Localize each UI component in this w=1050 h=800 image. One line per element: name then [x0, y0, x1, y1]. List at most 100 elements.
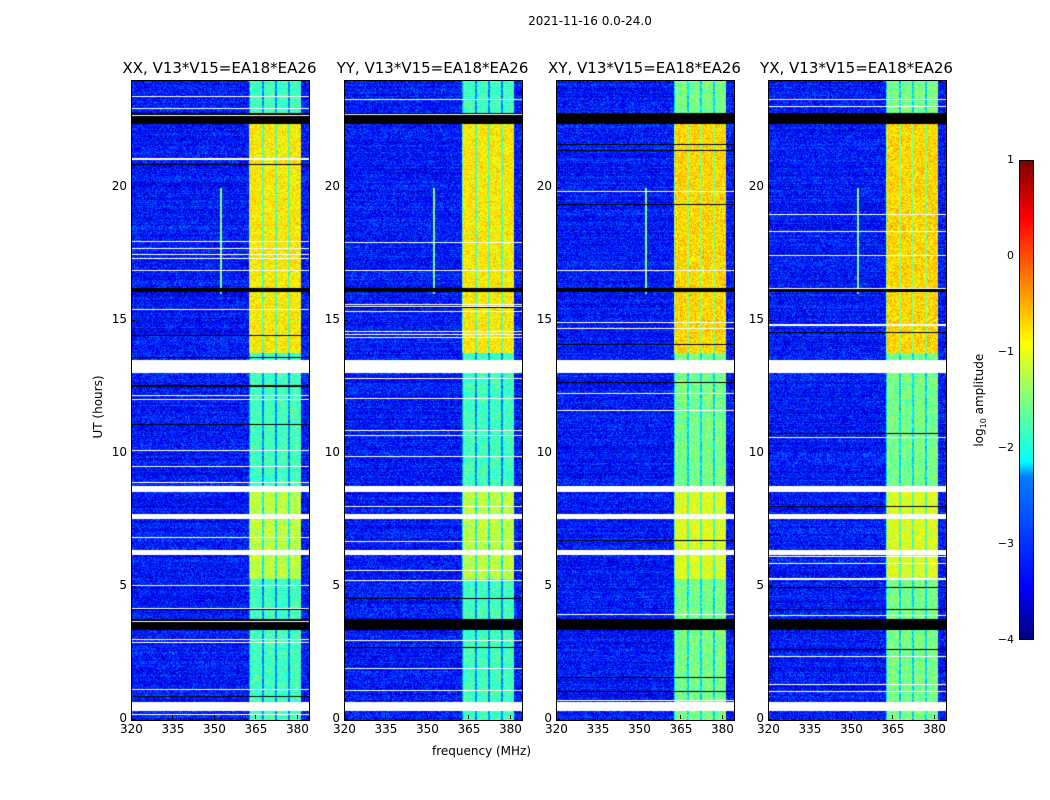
- heatmap-panel-xx: [131, 80, 310, 721]
- x-tick-label: 335: [374, 722, 398, 736]
- x-tick-label: 320: [545, 722, 568, 736]
- y-tick-label: 5: [119, 577, 127, 592]
- colorbar-tick-label: −4: [997, 633, 1014, 646]
- heatmap-panel-xy: [556, 80, 735, 721]
- y-tick-mark: [768, 452, 772, 454]
- colorbar-tick-label: 1: [1007, 153, 1014, 166]
- x-tick-label: 335: [586, 722, 610, 736]
- y-tick-mark: [768, 719, 772, 720]
- y-tick-label: 15: [324, 311, 340, 326]
- x-tick-label: 380: [285, 722, 309, 736]
- x-tick-mark: [131, 715, 132, 719]
- y-tick-mark: [131, 585, 135, 587]
- x-tick-mark: [213, 715, 215, 719]
- y-tick-label: 10: [324, 444, 340, 459]
- y-tick-label: 10: [748, 444, 764, 459]
- colorbar-tick-label: 0: [1007, 249, 1014, 262]
- y-tick-label: 15: [748, 311, 764, 326]
- x-tick-mark: [344, 715, 345, 719]
- y-tick-mark: [131, 319, 135, 321]
- x-tick-label: 380: [498, 722, 522, 736]
- x-tick-label: 380: [710, 722, 734, 736]
- y-tick-label: 0: [544, 711, 552, 725]
- colorbar-label-main: log: [971, 428, 986, 447]
- x-tick-mark: [892, 715, 894, 719]
- panel-title: YX, V13*V15=EA18*EA26: [760, 59, 953, 77]
- x-tick-mark: [172, 715, 174, 719]
- panel-title: XX, V13*V15=EA18*EA26: [122, 59, 317, 77]
- x-tick-label: 350: [202, 722, 226, 736]
- y-tick-mark: [131, 719, 135, 720]
- x-tick-label: 350: [415, 722, 439, 736]
- x-tick-mark: [597, 715, 599, 719]
- y-tick-label: 20: [536, 178, 552, 193]
- y-tick-label: 15: [111, 311, 127, 326]
- y-tick-mark: [768, 585, 772, 587]
- x-tick-mark: [468, 715, 470, 719]
- panel-title: YY, V13*V15=EA18*EA26: [336, 59, 529, 77]
- heatmap-panel-yy: [344, 80, 523, 721]
- y-tick-label: 5: [332, 577, 340, 592]
- y-tick-label: 20: [324, 178, 340, 193]
- y-tick-label: 0: [119, 711, 127, 725]
- y-tick-mark: [556, 319, 560, 321]
- y-tick-mark: [768, 319, 772, 321]
- x-tick-label: 350: [627, 722, 651, 736]
- y-axis-label: UT (hours): [91, 375, 105, 439]
- x-tick-label: 335: [798, 722, 822, 736]
- y-tick-label: 20: [111, 178, 127, 193]
- y-tick-mark: [344, 452, 348, 454]
- x-tick-label: 320: [333, 722, 356, 736]
- y-tick-label: 10: [536, 444, 552, 459]
- colorbar-label: log10 amplitude: [972, 350, 988, 450]
- colorbar-tick-label: −2: [997, 441, 1014, 454]
- x-tick-label: 365: [669, 722, 693, 736]
- panel-title: XY, V13*V15=EA18*EA26: [548, 59, 741, 77]
- x-tick-label: 350: [839, 722, 863, 736]
- y-tick-mark: [131, 452, 135, 454]
- x-tick-label: 365: [244, 722, 268, 736]
- y-tick-label: 20: [748, 178, 764, 193]
- x-tick-mark: [509, 715, 511, 719]
- x-tick-label: 380: [922, 722, 946, 736]
- x-tick-mark: [768, 715, 769, 719]
- colorbar-tick-label: −3: [997, 537, 1014, 550]
- x-tick-mark: [638, 715, 640, 719]
- y-tick-mark: [556, 585, 560, 587]
- x-tick-mark: [296, 715, 298, 719]
- x-tick-mark: [850, 715, 852, 719]
- y-tick-label: 10: [111, 444, 127, 459]
- x-axis-label: frequency (MHz): [432, 744, 532, 758]
- y-tick-label: 0: [756, 711, 764, 725]
- y-tick-mark: [344, 585, 348, 587]
- x-tick-label: 320: [757, 722, 780, 736]
- colorbar-label-rest: amplitude: [971, 353, 986, 419]
- y-tick-mark: [556, 719, 560, 720]
- y-tick-label: 15: [536, 311, 552, 326]
- y-tick-mark: [344, 719, 348, 720]
- x-tick-label: 365: [457, 722, 481, 736]
- x-tick-mark: [385, 715, 387, 719]
- heatmap-panel-yx: [768, 80, 947, 721]
- x-tick-mark: [255, 715, 257, 719]
- y-tick-label: 5: [544, 577, 552, 592]
- y-tick-mark: [131, 186, 135, 188]
- x-tick-mark: [721, 715, 723, 719]
- x-tick-mark: [426, 715, 428, 719]
- y-tick-mark: [556, 452, 560, 454]
- y-tick-mark: [768, 186, 772, 188]
- x-tick-mark: [809, 715, 811, 719]
- figure-title: 2021-11-16 0.0-24.0: [528, 14, 652, 28]
- x-tick-mark: [556, 715, 557, 719]
- x-tick-label: 365: [881, 722, 905, 736]
- y-tick-mark: [344, 319, 348, 321]
- x-tick-label: 320: [120, 722, 143, 736]
- y-tick-label: 5: [756, 577, 764, 592]
- x-tick-mark: [680, 715, 682, 719]
- x-tick-label: 335: [161, 722, 185, 736]
- colorbar: [1019, 160, 1034, 640]
- colorbar-label-sub: 10: [979, 418, 989, 429]
- x-tick-mark: [933, 715, 935, 719]
- y-tick-mark: [556, 186, 560, 188]
- colorbar-tick-label: −1: [997, 345, 1014, 358]
